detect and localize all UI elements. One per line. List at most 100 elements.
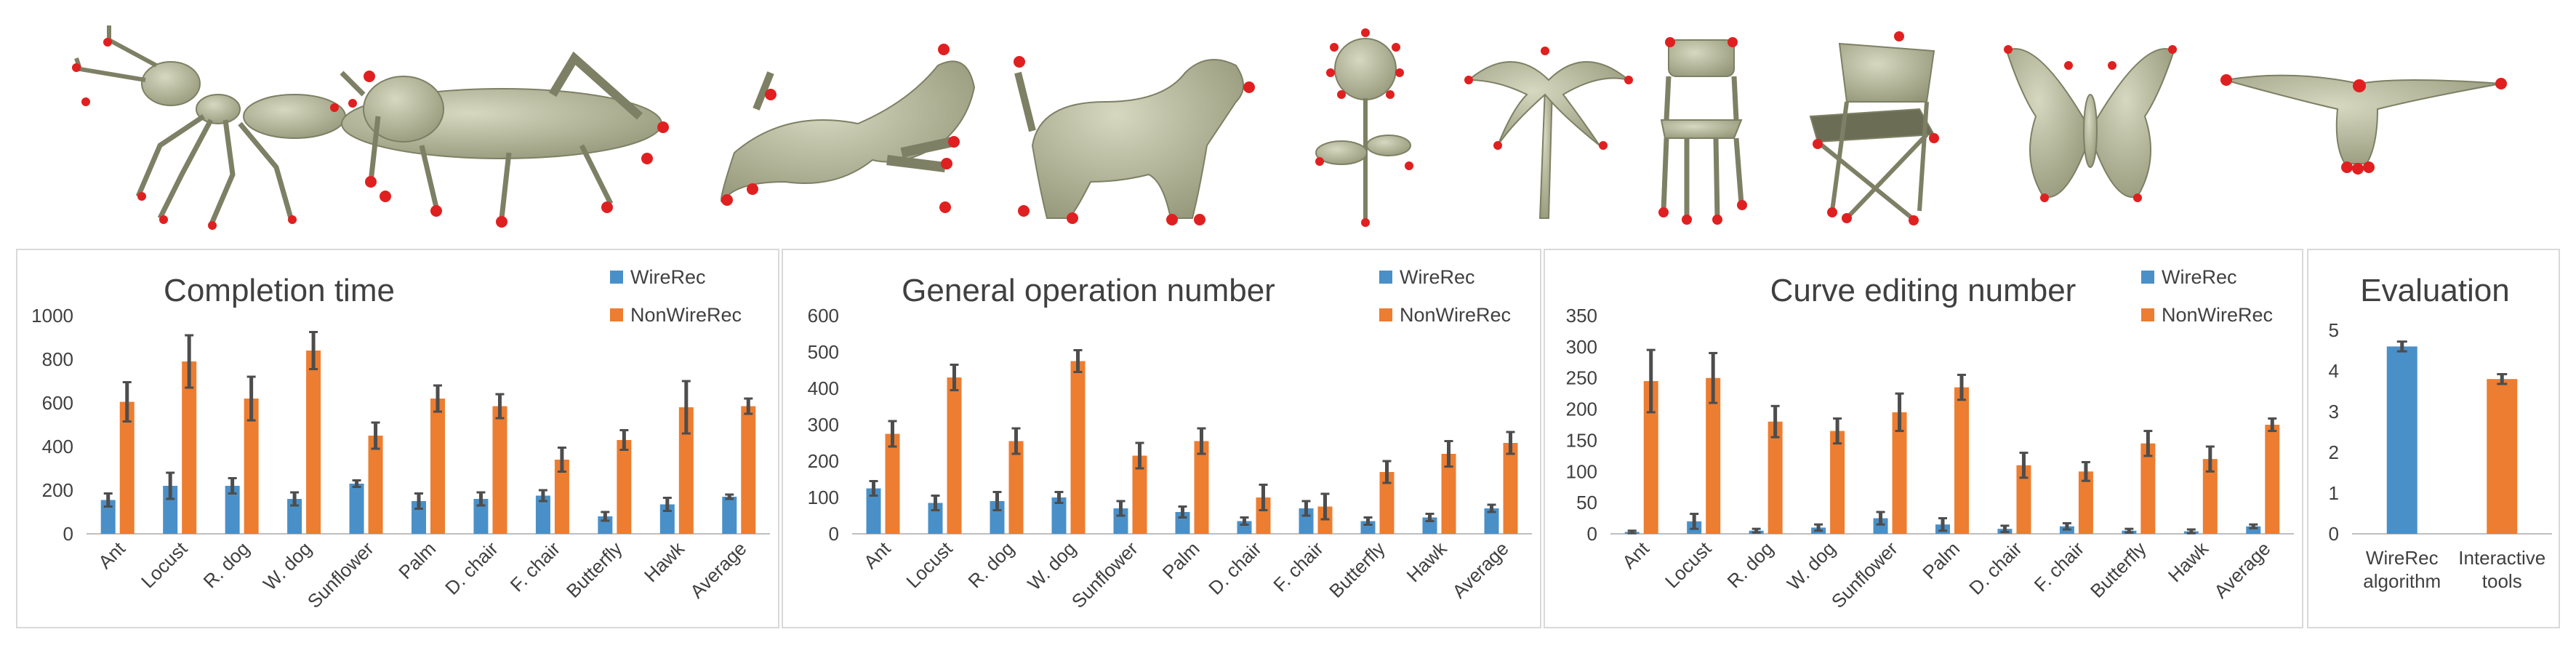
bar	[1194, 441, 1209, 534]
bar	[182, 361, 197, 534]
model-hawk	[2224, 74, 2502, 164]
bar	[2265, 425, 2280, 534]
bar	[2202, 459, 2218, 534]
y-tick-label: 100	[1566, 460, 1597, 482]
evaluation-chart: Evaluation 0 1 2 3 4 5 WireRec algorithm Interac…	[2329, 273, 2552, 592]
y-tick-label: 600	[808, 305, 839, 327]
y-tick-label: 300	[1566, 336, 1597, 358]
y-tick-label: 0	[2329, 523, 2339, 545]
model-running-dog	[721, 60, 976, 203]
model-illustrations-svg	[72, 25, 2507, 230]
bar	[1132, 455, 1147, 534]
bar	[1873, 518, 1888, 534]
x-tick-label: R. dog	[963, 537, 1018, 592]
y-tick-label: 200	[42, 479, 73, 501]
x-tick-label: Hawk	[2164, 537, 2213, 586]
bar	[741, 406, 756, 534]
x-tick-label: D. chair	[1204, 537, 1266, 599]
y-tick-label: 5	[2329, 319, 2339, 341]
x-tick-label: Ant	[859, 537, 895, 572]
bar	[1051, 497, 1067, 534]
bar	[2487, 379, 2518, 534]
x-tick-label: Average	[686, 537, 750, 602]
bar	[1830, 431, 1845, 534]
y-tick-label: 200	[808, 450, 839, 472]
bar	[1706, 377, 1721, 534]
bar	[866, 488, 881, 534]
x-tick-label: Locust	[1661, 537, 1716, 592]
x-tick-label: Sunflower	[1067, 537, 1142, 612]
x-tick-label: D. chair	[1965, 537, 2026, 599]
y-tick-label: 0	[829, 523, 839, 545]
model-dining-chair	[1660, 39, 1744, 219]
bar	[554, 460, 569, 534]
y-tick-label: 600	[42, 392, 73, 414]
y-tick-label: 150	[1566, 429, 1597, 451]
general-operation-chart: General operation number 0 100 200 300 400 50…	[808, 266, 1532, 612]
bar	[244, 399, 259, 534]
legend-swatch	[2141, 271, 2154, 284]
x-tick-label: Hawk	[1403, 537, 1452, 586]
bar	[1441, 454, 1456, 534]
x-tick-label: Sunflower	[303, 537, 378, 612]
bar	[430, 399, 445, 534]
y-tick-label: 1000	[31, 305, 73, 327]
bar	[1503, 443, 1518, 534]
x-tick-label: F. chair	[1269, 537, 1328, 596]
model-illustrations	[0, 0, 2576, 240]
model-butterfly	[2005, 48, 2175, 199]
legend-label: WireRec	[2162, 266, 2237, 288]
bar	[2078, 471, 2093, 534]
x-tick-label: Palm	[394, 537, 440, 583]
bar	[368, 436, 383, 534]
y-tick-label: 3	[2329, 401, 2339, 423]
y-tick-label: 250	[1566, 367, 1597, 389]
bar	[349, 484, 364, 534]
bar	[119, 401, 135, 534]
y-tick-label: 4	[2329, 360, 2339, 382]
x-tick-label: Average	[1448, 537, 1512, 602]
x-tick-label: Butterfly	[562, 537, 627, 602]
legend-swatch	[1379, 271, 1392, 284]
bar	[947, 377, 962, 534]
completion-time-panel: Completion time 0 200 400 600 800 1000 WireRec…	[16, 249, 779, 628]
x-tick-label: W. dog	[259, 537, 316, 594]
model-walking-dog	[1014, 59, 1244, 219]
bar	[225, 486, 240, 534]
bar	[100, 500, 116, 534]
x-tick-label: W. dog	[1783, 537, 1839, 594]
x-tick-label: F. chair	[506, 537, 565, 596]
y-tick-label: 800	[42, 348, 73, 370]
bar	[2386, 346, 2417, 534]
bar	[1954, 387, 1969, 534]
y-tick-label: 500	[808, 341, 839, 363]
y-tick-label: 0	[1587, 523, 1597, 545]
y-tick-label: 0	[63, 523, 73, 545]
bar	[1892, 412, 1907, 534]
bar	[473, 499, 489, 534]
model-folding-chair	[1809, 42, 1935, 220]
bar	[2140, 443, 2156, 534]
bar	[1643, 381, 1658, 534]
y-tick-label: 50	[1576, 492, 1597, 513]
x-tick-label: F. chair	[2030, 537, 2089, 596]
x-tick-label: Locust	[902, 537, 957, 592]
chart-title: Curve editing number	[1770, 273, 2077, 308]
x-tick-label: Locust	[137, 537, 192, 592]
x-tick-label: Palm	[1158, 537, 1204, 583]
legend-label: NonWireRec	[1400, 304, 1511, 326]
bar	[287, 499, 302, 534]
model-sunflower	[1315, 38, 1411, 222]
y-tick-label: 300	[808, 414, 839, 436]
x-tick-label: Butterfly	[2086, 537, 2151, 602]
bar	[1379, 472, 1395, 534]
evaluation-panel: Evaluation 0 1 2 3 4 5 WireRec algorithm Interac…	[2307, 249, 2560, 628]
x-tick-label: Butterfly	[1325, 537, 1389, 602]
bar	[2016, 465, 2031, 534]
x-tick-label: W. dog	[1023, 537, 1080, 594]
completion-time-chart: Completion time 0 200 400 600 800 1000 WireRec…	[31, 266, 770, 612]
bar	[535, 495, 550, 534]
x-tick-label: Sunflower	[1827, 537, 1902, 612]
legend-label: WireRec	[630, 266, 706, 288]
y-tick-label: 350	[1566, 305, 1597, 327]
